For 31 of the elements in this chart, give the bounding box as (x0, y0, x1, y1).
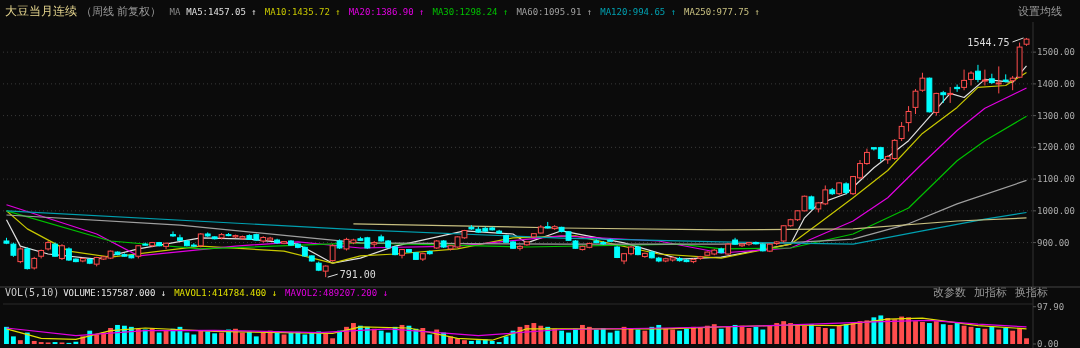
y-tick-label: 1500.00 (1037, 47, 1075, 58)
text: 设置均线 (1018, 5, 1062, 18)
y-tick-label: 900.00 (1037, 237, 1070, 248)
annotation: 791.00 (327, 269, 376, 281)
text: MA60:1095.91 ↑ (516, 7, 593, 17)
text: MA5:1457.05 ↑ (186, 7, 257, 17)
annotation: 加指标 (974, 286, 1007, 299)
text: MA10:1435.72 ↑ (264, 7, 341, 17)
y-tick-label: 1300.00 (1037, 110, 1075, 121)
annotation: 791.00 (339, 269, 376, 281)
legend-title: MA (169, 7, 181, 17)
annotation: 1544.75 (967, 36, 1010, 48)
chart-title: VOL(5,10) (5, 287, 60, 298)
y-tick-label: 1000.00 (1037, 205, 1075, 216)
y-tick-label: 0.00 (1037, 339, 1059, 348)
text: MA120:994.65 ↑ (600, 7, 677, 17)
y-tick-label: 1100.00 (1037, 174, 1075, 185)
text: MAVOL2:489207.200 ↓ (285, 288, 389, 298)
y-tick-label: 1200.00 (1037, 142, 1075, 153)
chart-title: 大豆当月连续 (5, 4, 77, 18)
y-tick-label: 1400.00 (1037, 78, 1075, 89)
text: MA30:1298.24 ↑ (432, 7, 509, 17)
y-tick-label: 97.90 (1037, 301, 1065, 312)
annotation: 换指标 (1015, 286, 1048, 299)
annotation: 1544.75 (967, 36, 1025, 48)
text: MA20:1386.90 ↑ (348, 7, 425, 17)
text: MA250:977.75 ↑ (684, 7, 760, 17)
annotation: 改参数 (933, 286, 966, 299)
text: MAVOL1:414784.400 ↓ (174, 288, 278, 298)
chart-subtitle: （周线 前复权） (81, 5, 162, 18)
text: VOLUME:157587.000 ↓ (63, 288, 167, 298)
